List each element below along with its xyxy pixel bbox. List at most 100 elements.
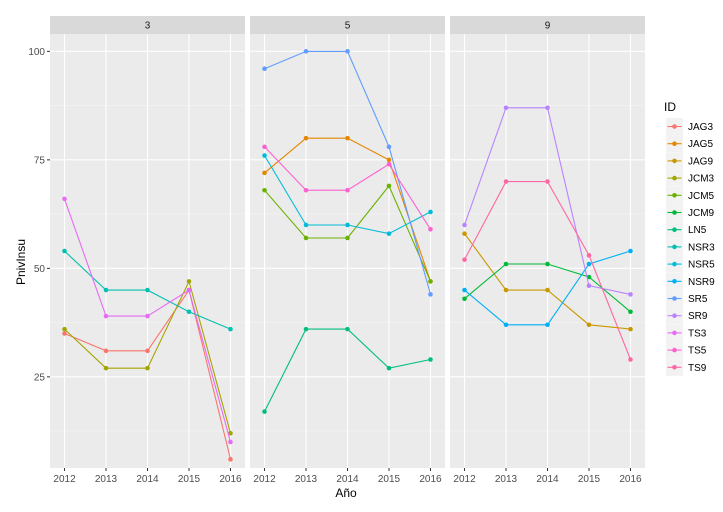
x-tick-label: 2015 xyxy=(178,474,201,485)
y-tick-label: 100 xyxy=(28,47,45,58)
legend-key-point xyxy=(672,261,677,267)
data-point-JCM5 xyxy=(303,235,309,241)
series-LN5 xyxy=(262,326,433,414)
data-point-JCM3 xyxy=(228,430,233,436)
y-axis: 25 50 75 100 xyxy=(28,47,50,383)
data-point-LN5 xyxy=(262,409,267,414)
legend-label: JCM9 xyxy=(688,208,715,219)
data-point-JAG5 xyxy=(262,170,267,176)
data-point-TS3 xyxy=(145,313,150,319)
legend-key-point xyxy=(672,244,677,250)
data-point-LN5 xyxy=(345,326,350,332)
data-point-JCM9 xyxy=(586,274,592,280)
x-tick-label: 2012 xyxy=(253,474,276,485)
legend-key-point xyxy=(672,365,677,370)
legend-key-point xyxy=(672,279,677,284)
series-TS5 xyxy=(262,144,433,232)
series-JCM3 xyxy=(62,279,233,436)
data-point-NSR5 xyxy=(428,209,433,215)
legend-label: TS5 xyxy=(688,346,707,357)
data-point-JCM5 xyxy=(345,235,350,241)
data-point-NSR9 xyxy=(545,322,550,328)
x-tick-label: 2013 xyxy=(95,474,118,485)
legend-label: NSR9 xyxy=(688,277,715,288)
legend-item-NSR5: NSR5 xyxy=(666,255,715,273)
data-point-JAG9 xyxy=(586,322,592,328)
legend-key-point xyxy=(672,158,677,164)
legend-key-point xyxy=(672,347,677,353)
data-point-SR5 xyxy=(428,292,433,297)
legend-item-JAG3: JAG3 xyxy=(666,118,713,135)
legend-key-point xyxy=(672,210,677,215)
legend: ID JAG3 JAG5 JAG9 JCM3 JCM5 JCM9 LN5 NSR3 NSR5 NS… xyxy=(664,100,715,376)
data-point-TS3 xyxy=(103,313,109,319)
legend-label: TS3 xyxy=(688,328,707,339)
data-point-JCM9 xyxy=(462,296,467,302)
legend-key-point xyxy=(672,330,677,336)
x-tick-label: 2014 xyxy=(336,474,359,485)
legend-item-LN5: LN5 xyxy=(666,221,707,239)
data-point-TS5 xyxy=(303,187,309,193)
x-tick-label: 2012 xyxy=(53,474,76,485)
data-point-NSR9 xyxy=(586,261,592,267)
data-point-NSR3 xyxy=(103,287,109,293)
series-TS9 xyxy=(462,179,633,362)
x-tick-label: 2016 xyxy=(419,474,442,485)
data-point-SR5 xyxy=(262,66,267,72)
data-point-JCM5 xyxy=(428,279,433,284)
legend-label: SR5 xyxy=(688,294,708,305)
data-point-JCM9 xyxy=(545,261,550,267)
legend-key-point xyxy=(672,124,677,129)
legend-label: JAG9 xyxy=(688,156,713,167)
legend-item-JCM3: JCM3 xyxy=(666,169,715,187)
x-tick-label: 2015 xyxy=(578,474,601,485)
legend-label: JCM5 xyxy=(688,191,715,202)
panel-strip xyxy=(50,16,245,34)
legend-item-SR9: SR9 xyxy=(666,307,708,325)
legend-label: NSR3 xyxy=(688,242,715,253)
data-point-JCM5 xyxy=(386,183,392,189)
panel-9: 9 2012 2013 2014 2015 2016 xyxy=(450,16,645,485)
legend-key-point xyxy=(672,313,677,319)
data-point-NSR3 xyxy=(186,309,192,315)
legend-key-point xyxy=(672,193,677,198)
data-point-JCM9 xyxy=(503,261,509,267)
data-point-TS5 xyxy=(345,187,350,193)
data-point-NSR5 xyxy=(262,153,267,158)
data-point-SR5 xyxy=(345,49,350,54)
panels-layer: 3 2012 2013 2014 2015 2016 5 2012 2013 2014 2015 20… xyxy=(50,16,645,485)
data-point-JAG9 xyxy=(545,287,550,293)
data-point-TS5 xyxy=(386,161,392,167)
panel-strip-label: 5 xyxy=(345,21,351,32)
data-point-NSR9 xyxy=(462,287,467,293)
data-point-SR9 xyxy=(462,222,467,228)
y-tick-label: 75 xyxy=(34,155,46,166)
x-tick-label: 2014 xyxy=(136,474,159,485)
series-JAG9 xyxy=(462,231,633,332)
data-point-JAG5 xyxy=(303,135,309,141)
data-point-NSR5 xyxy=(345,222,350,228)
data-point-NSR5 xyxy=(386,231,392,236)
data-point-JCM3 xyxy=(186,279,192,284)
legend-title: ID xyxy=(664,100,676,114)
legend-item-TS5: TS5 xyxy=(666,341,707,359)
data-point-JCM3 xyxy=(103,365,109,371)
data-point-JAG9 xyxy=(628,326,633,332)
panel-strip-label: 9 xyxy=(545,21,551,32)
x-tick-label: 2016 xyxy=(619,474,642,485)
legend-key-point xyxy=(672,175,677,181)
legend-item-NSR9: NSR9 xyxy=(666,272,715,290)
legend-key-point xyxy=(672,141,677,146)
panel-strip-label: 3 xyxy=(145,21,151,32)
data-point-NSR9 xyxy=(503,322,509,328)
data-point-JAG3 xyxy=(228,457,233,462)
data-point-SR9 xyxy=(586,283,592,289)
legend-item-TS3: TS3 xyxy=(666,324,707,342)
data-point-NSR3 xyxy=(145,287,150,293)
data-point-JAG3 xyxy=(62,331,67,336)
panel-3: 3 2012 2013 2014 2015 2016 xyxy=(50,16,245,485)
legend-item-NSR3: NSR3 xyxy=(666,238,715,256)
x-tick-label: 2013 xyxy=(295,474,318,485)
panel-strip xyxy=(250,16,445,34)
